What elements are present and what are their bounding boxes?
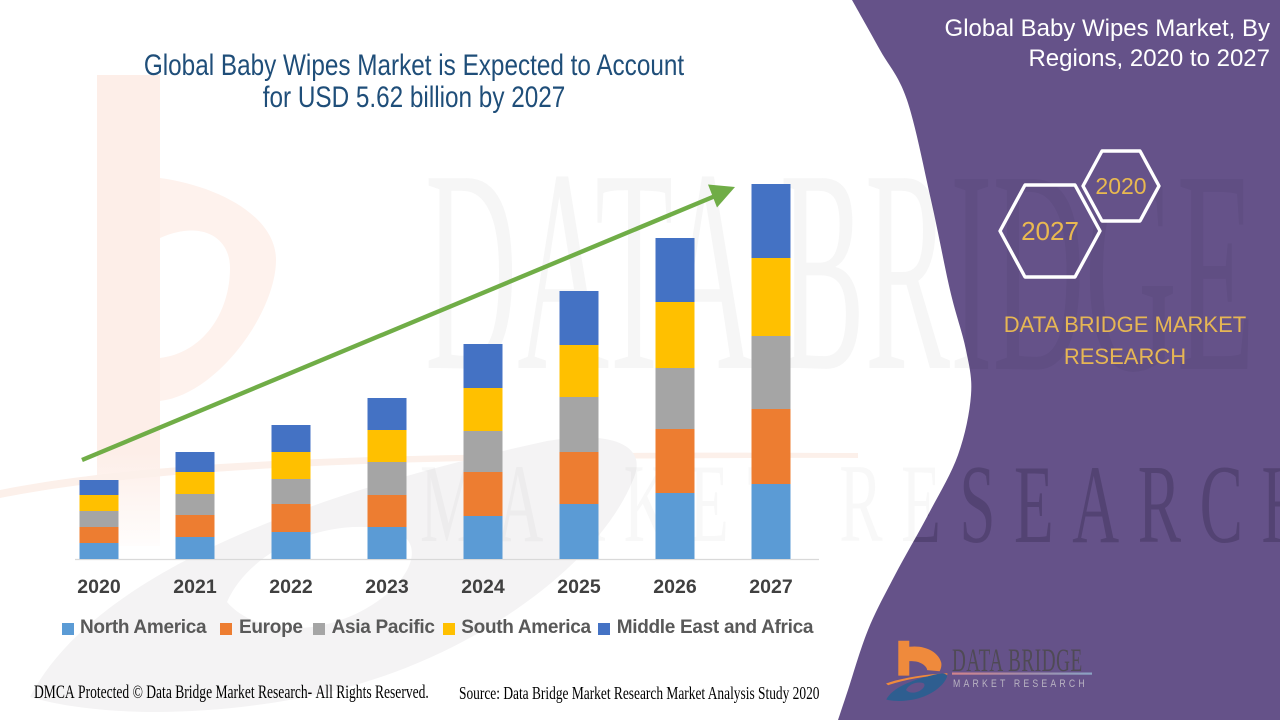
svg-text:DATA BRIDGE: DATA BRIDGE [952, 642, 1083, 679]
svg-text:MARKET RESEARCH: MARKET RESEARCH [953, 678, 1088, 690]
